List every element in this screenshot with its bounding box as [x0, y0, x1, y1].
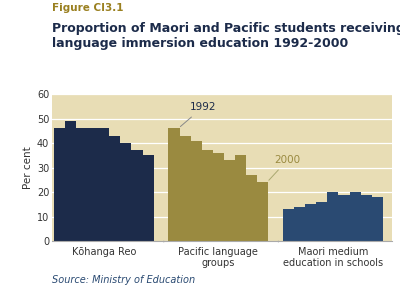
Text: 1992: 1992: [180, 102, 216, 127]
Y-axis label: Per cent: Per cent: [23, 146, 33, 189]
Bar: [87, 128, 98, 241]
Bar: [283, 209, 294, 241]
Bar: [294, 207, 305, 241]
Bar: [190, 141, 202, 241]
Bar: [224, 160, 235, 241]
Bar: [109, 136, 120, 241]
Text: Proportion of Maori and Pacific students receiving: Proportion of Maori and Pacific students…: [52, 22, 400, 35]
Text: Figure CI3.1: Figure CI3.1: [52, 3, 124, 13]
Bar: [305, 204, 316, 241]
Bar: [54, 128, 65, 241]
Bar: [180, 136, 190, 241]
Bar: [316, 202, 327, 241]
Bar: [168, 128, 180, 241]
Bar: [360, 195, 372, 241]
Bar: [65, 121, 76, 241]
Bar: [235, 155, 246, 241]
Bar: [246, 175, 257, 241]
Bar: [257, 182, 268, 241]
Bar: [213, 153, 224, 241]
Bar: [202, 151, 213, 241]
Bar: [76, 128, 87, 241]
Bar: [132, 151, 142, 241]
Bar: [338, 195, 350, 241]
Bar: [350, 192, 360, 241]
Text: language immersion education 1992-2000: language immersion education 1992-2000: [52, 37, 348, 50]
Bar: [120, 143, 132, 241]
Bar: [98, 128, 109, 241]
Bar: [142, 155, 154, 241]
Bar: [327, 192, 338, 241]
Text: 2000: 2000: [269, 155, 300, 180]
Text: Source: Ministry of Education: Source: Ministry of Education: [52, 275, 195, 285]
Bar: [372, 197, 383, 241]
